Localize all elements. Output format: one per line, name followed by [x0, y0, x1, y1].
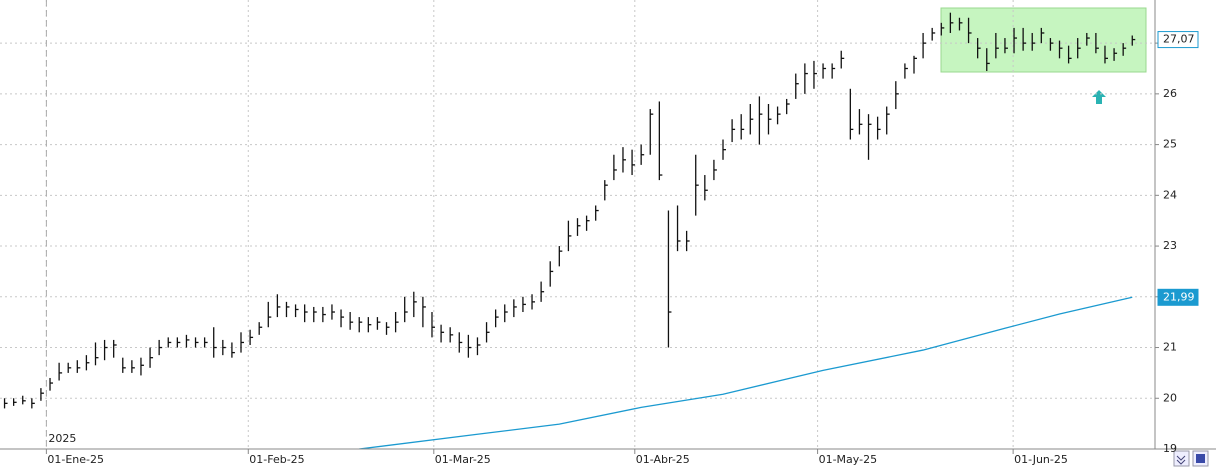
price-label: 27,07 — [1163, 33, 1195, 46]
zoom-icon — [1176, 455, 1186, 465]
y-tick-label: 24 — [1163, 188, 1177, 201]
x-tick-label: 01-Jun-25 — [1014, 453, 1068, 466]
plot-area: 2025 — [0, 0, 1155, 450]
x-tick-label: 01-Feb-25 — [249, 453, 304, 466]
save-icon — [1196, 454, 1205, 463]
zoom-button[interactable] — [1173, 450, 1190, 467]
x-tick-label: 01-Mar-25 — [435, 453, 491, 466]
price-label: 21,99 — [1163, 290, 1195, 303]
signal-arrow — [1092, 90, 1106, 104]
y-tick-label: 20 — [1163, 391, 1177, 404]
x-tick-label: 01-Abr-25 — [636, 453, 690, 466]
highlight-box — [940, 7, 1147, 73]
x-tick-label: 01-Ene-25 — [47, 453, 104, 466]
x-axis-strip — [0, 449, 1216, 469]
y-tick-label: 25 — [1163, 138, 1177, 151]
price-badge — [1157, 288, 1199, 306]
y-tick-label: 19 — [1163, 442, 1177, 455]
price-badge — [1157, 31, 1199, 49]
moving-average — [359, 296, 1133, 450]
x-tick-label: 01-May-25 — [819, 453, 877, 466]
y-tick-label: 21 — [1163, 341, 1177, 354]
year-label: 2025 — [48, 432, 76, 445]
y-tick-label: 23 — [1163, 239, 1177, 252]
y-tick-label: 26 — [1163, 87, 1177, 100]
